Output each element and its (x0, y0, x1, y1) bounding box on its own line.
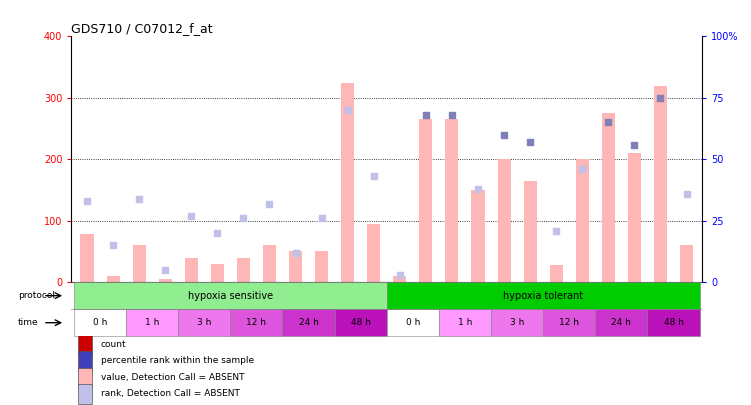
Text: time: time (18, 318, 38, 327)
Bar (77, 335, 92, 354)
Bar (77, 384, 92, 404)
Bar (80, 234, 94, 282)
Bar (77, 368, 92, 387)
Bar (491, 309, 543, 336)
Bar (680, 245, 693, 282)
Bar (472, 190, 484, 282)
Point (446, 112, 458, 118)
Point (524, 139, 536, 145)
Bar (596, 309, 647, 336)
Bar (394, 276, 406, 282)
Bar (335, 309, 387, 336)
Text: protocol: protocol (18, 291, 55, 300)
Point (576, 166, 588, 173)
Point (342, 107, 354, 113)
Text: value, Detection Call = ABSENT: value, Detection Call = ABSENT (101, 373, 245, 382)
Point (680, 190, 692, 197)
Text: hypoxia sensitive: hypoxia sensitive (188, 291, 273, 301)
Text: 0 h: 0 h (406, 318, 420, 327)
Text: 48 h: 48 h (351, 318, 371, 327)
Bar (628, 153, 641, 282)
Text: hypoxia tolerant: hypoxia tolerant (503, 291, 584, 301)
Bar (126, 309, 178, 336)
Bar (107, 276, 119, 282)
Bar (445, 119, 458, 282)
Bar (498, 159, 511, 282)
Text: rank, Detection Call = ABSENT: rank, Detection Call = ABSENT (101, 390, 240, 399)
Bar (74, 309, 126, 336)
Text: count: count (101, 340, 127, 349)
Point (368, 173, 380, 180)
Point (472, 185, 484, 192)
Bar (543, 309, 596, 336)
Point (550, 227, 562, 234)
Text: 1 h: 1 h (458, 318, 472, 327)
Text: 12 h: 12 h (559, 318, 579, 327)
Bar (178, 309, 231, 336)
Bar (211, 264, 224, 282)
Bar (158, 279, 172, 282)
Text: GDS710 / C07012_f_at: GDS710 / C07012_f_at (71, 22, 213, 35)
Point (185, 213, 198, 219)
Point (654, 95, 666, 101)
Bar (237, 258, 250, 282)
Text: 3 h: 3 h (197, 318, 212, 327)
Point (133, 195, 145, 202)
Point (81, 198, 93, 204)
Point (420, 112, 432, 118)
Point (629, 141, 641, 148)
Bar (654, 85, 667, 282)
Bar (231, 309, 282, 336)
Text: 3 h: 3 h (510, 318, 524, 327)
Text: 24 h: 24 h (299, 318, 318, 327)
Bar (282, 309, 335, 336)
Bar (387, 282, 700, 309)
Text: 48 h: 48 h (664, 318, 683, 327)
Text: 12 h: 12 h (246, 318, 267, 327)
Bar (576, 159, 589, 282)
Bar (367, 224, 380, 282)
Bar (74, 282, 387, 309)
Bar (341, 83, 354, 282)
Point (211, 230, 223, 236)
Point (290, 249, 302, 256)
Bar (387, 309, 439, 336)
Text: 0 h: 0 h (93, 318, 107, 327)
Point (315, 215, 327, 222)
Text: 24 h: 24 h (611, 318, 632, 327)
Bar (523, 181, 537, 282)
Bar (133, 245, 146, 282)
Bar (647, 309, 700, 336)
Point (498, 132, 510, 138)
Bar (550, 265, 562, 282)
Point (264, 200, 276, 207)
Bar (263, 245, 276, 282)
Bar (419, 119, 433, 282)
Bar (602, 113, 615, 282)
Bar (77, 352, 92, 371)
Bar (289, 252, 302, 282)
Bar (439, 309, 491, 336)
Point (107, 242, 119, 249)
Point (237, 215, 249, 222)
Bar (315, 252, 328, 282)
Bar (185, 258, 198, 282)
Point (602, 119, 614, 126)
Point (159, 266, 171, 273)
Text: percentile rank within the sample: percentile rank within the sample (101, 356, 254, 365)
Point (394, 271, 406, 278)
Text: 1 h: 1 h (145, 318, 159, 327)
